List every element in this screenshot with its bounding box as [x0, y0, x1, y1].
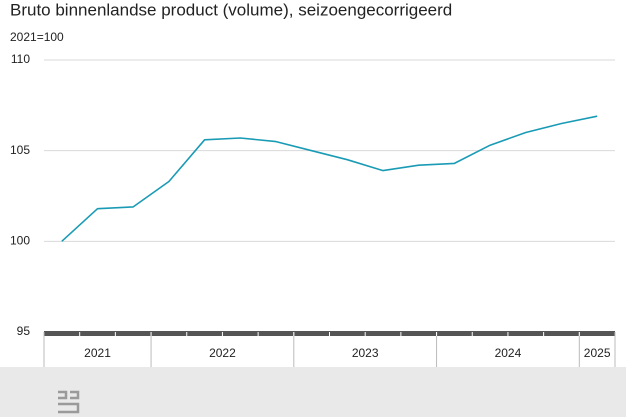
- x-tick-label: 2022: [209, 346, 236, 360]
- x-tick-label: 2025: [584, 346, 611, 360]
- x-tick-label: 2024: [495, 346, 522, 360]
- chart-title: Bruto binnenlandse product (volume), sei…: [10, 0, 452, 19]
- logo: [58, 390, 80, 414]
- y-tick-label: 105: [10, 143, 30, 157]
- y-tick-label: 95: [17, 324, 31, 338]
- x-tick-label: 2021: [84, 346, 111, 360]
- chart-subtitle: 2021=100: [10, 30, 64, 44]
- y-tick-label: 110: [11, 52, 30, 66]
- y-tick-label: 100: [10, 234, 30, 248]
- footer: [0, 367, 626, 417]
- x-tick-label: 2023: [352, 346, 379, 360]
- data-line: [61, 115, 598, 242]
